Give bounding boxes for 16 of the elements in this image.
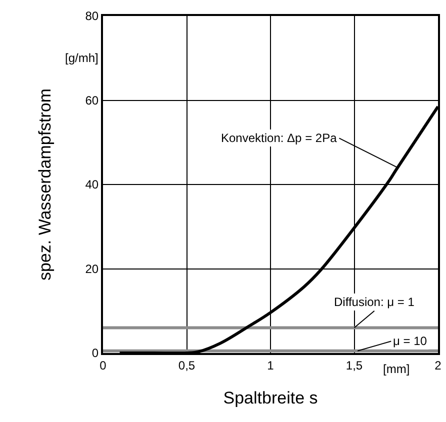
series-label: Diffusion: μ = 1 [334, 295, 415, 309]
x-tick-label: 0,5 [178, 358, 196, 372]
y-tick-label: 40 [85, 178, 99, 192]
y-tick-label: 0 [92, 346, 99, 360]
y-tick-label: 80 [85, 9, 99, 24]
text: [mm] [383, 362, 410, 376]
x-tick-label: 2 [434, 358, 442, 372]
x-axis-title: Spaltbreite s [223, 388, 318, 408]
text: [g/mh] [65, 51, 98, 65]
x-tick-label: 1 [267, 358, 274, 372]
x-tick-label: 1,5 [346, 358, 363, 372]
annotation: Konvektion: Δp = 2Pa [221, 131, 338, 145]
y-axis-title: spez. Wasserdampfstrom [35, 88, 54, 281]
series-label: μ = 10 [393, 334, 428, 348]
y-tick-label: 20 [85, 262, 99, 276]
y-tick-label: 60 [85, 93, 99, 108]
